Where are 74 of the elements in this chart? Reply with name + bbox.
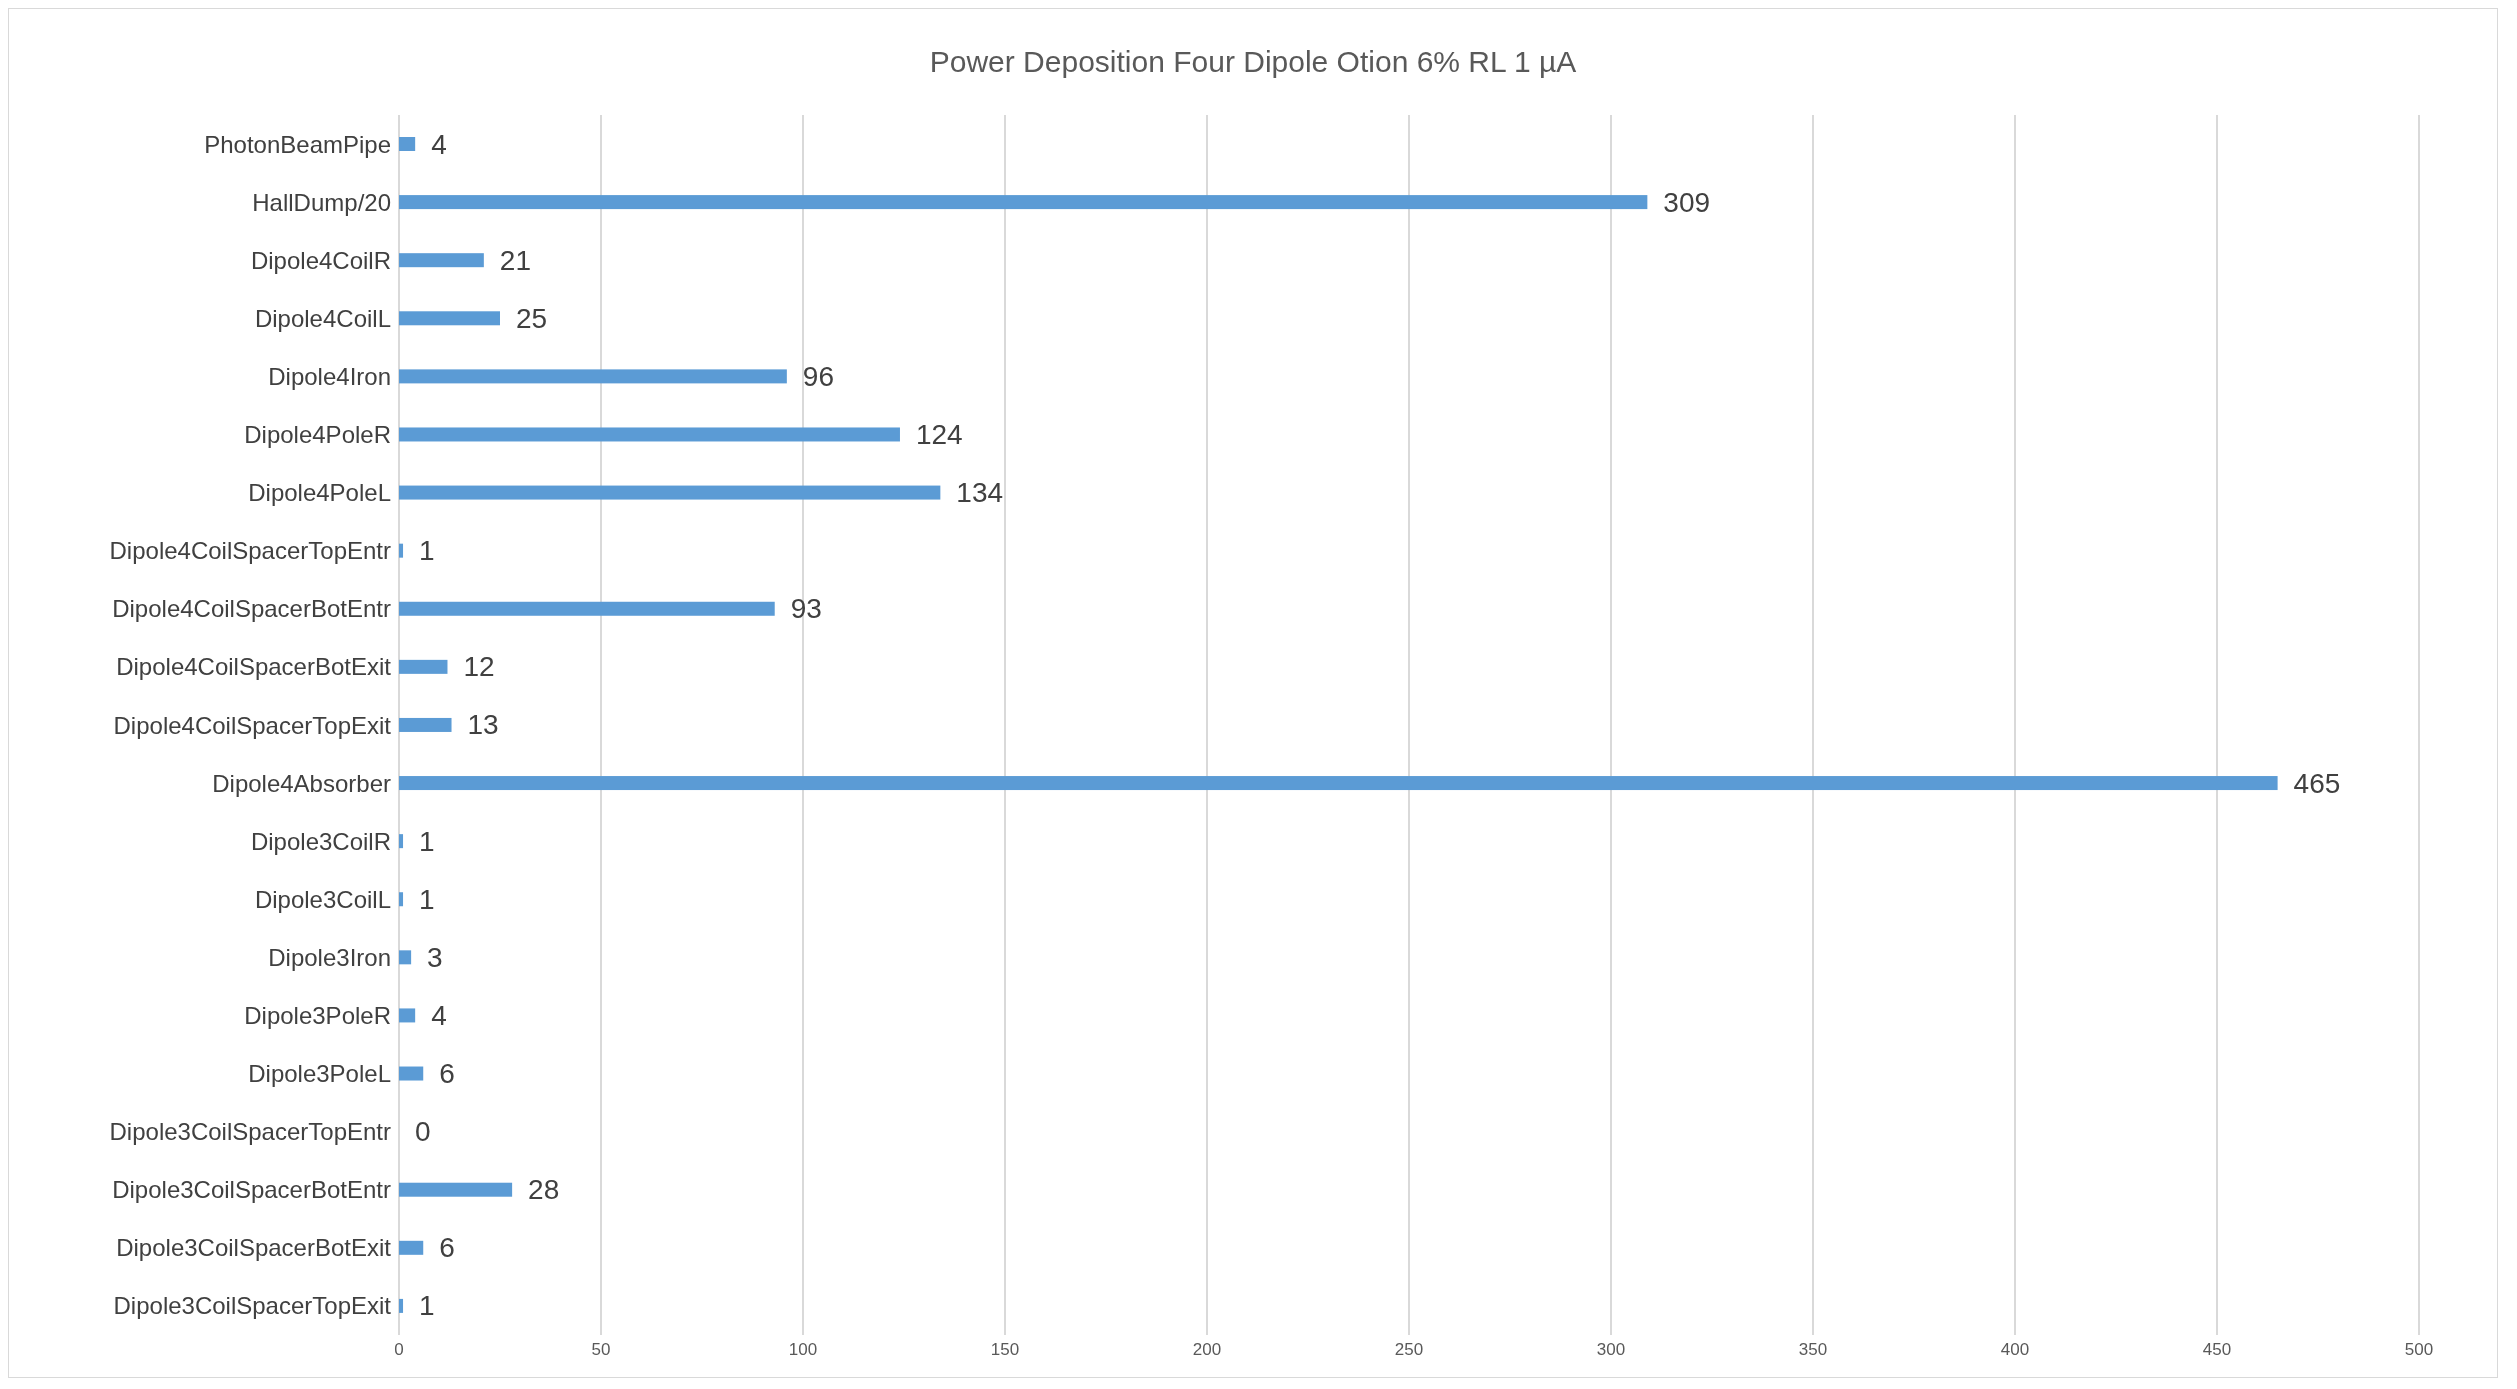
- y-tick-label: Dipole3CoilSpacerBotExit: [116, 1234, 392, 1262]
- bar: [399, 311, 500, 326]
- data-label: 13: [467, 709, 499, 741]
- y-tick-label: Dipole4CoilSpacerTopExit: [113, 711, 392, 739]
- y-tick-label: Dipole3CoilSpacerBotEntr: [112, 1176, 392, 1204]
- bar: [399, 659, 448, 674]
- data-label: 6: [439, 1232, 455, 1264]
- data-label: 3: [427, 941, 443, 973]
- data-label: 25: [516, 302, 548, 334]
- bar: [399, 137, 416, 151]
- bar: [399, 1182, 513, 1197]
- x-tick-label: 0: [394, 1340, 404, 1360]
- data-label: 1: [419, 883, 435, 915]
- x-tick-label: 500: [2404, 1340, 2434, 1360]
- x-tick-label: 350: [1798, 1340, 1828, 1360]
- bar: [399, 717, 452, 732]
- data-label: 4: [431, 999, 447, 1031]
- x-tick-label: 450: [2202, 1340, 2232, 1360]
- bar: [399, 1298, 404, 1313]
- bar: [399, 253, 484, 268]
- data-label: 465: [2293, 767, 2341, 799]
- data-label: 12: [463, 651, 495, 683]
- bar: [399, 1240, 424, 1255]
- y-tick-label: Dipole4PoleR: [244, 421, 391, 449]
- data-label: 309: [1663, 186, 1711, 218]
- data-label: 1: [419, 825, 435, 857]
- bar: [399, 601, 775, 616]
- x-tick-label: 400: [2000, 1340, 2030, 1360]
- y-tick-label: Dipole3CoilL: [254, 885, 391, 913]
- chart-title: Power Deposition Four Dipole Otion 6% RL 1 µA: [928, 44, 1578, 80]
- y-tick-label: Dipole4CoilSpacerTopEntr: [109, 537, 392, 565]
- y-tick-label: Dipole4CoilSpacerBotEntr: [112, 595, 392, 623]
- y-tick-label: Dipole3CoilR: [250, 827, 391, 855]
- data-label: 134: [956, 477, 1004, 509]
- data-label: 93: [790, 593, 822, 625]
- bar: [399, 776, 2278, 791]
- y-tick-label: Dipole4Absorber: [212, 769, 391, 797]
- data-label: 6: [439, 1058, 455, 1090]
- x-tick-label: 300: [1596, 1340, 1626, 1360]
- data-label: 0: [415, 1116, 431, 1148]
- y-tick-label: Dipole3CoilSpacerTopEntr: [109, 1118, 392, 1146]
- y-tick-label: Dipole4Iron: [268, 362, 391, 390]
- x-tick-label: 150: [990, 1340, 1020, 1360]
- y-tick-label: Dipole4CoilL: [254, 304, 391, 332]
- bar: [399, 195, 1648, 210]
- x-tick-label: 200: [1192, 1340, 1222, 1360]
- data-label: 4: [431, 128, 447, 160]
- bar: [399, 834, 404, 849]
- y-tick-label: Dipole4CoilSpacerBotExit: [116, 653, 392, 681]
- x-tick-label: 250: [1394, 1340, 1424, 1360]
- y-tick-label: Dipole4PoleL: [248, 479, 391, 507]
- y-tick-label: Dipole3CoilSpacerTopExit: [113, 1292, 392, 1320]
- x-tick-label: 100: [788, 1340, 818, 1360]
- bar: [399, 427, 900, 442]
- y-tick-label: Dipole3PoleL: [248, 1060, 391, 1088]
- data-label: 1: [419, 1290, 435, 1322]
- data-label: 28: [528, 1174, 560, 1206]
- bar: [399, 1066, 424, 1081]
- bar: [399, 543, 404, 558]
- y-tick-label: Dipole3Iron: [268, 943, 391, 971]
- data-label: 124: [915, 418, 963, 450]
- bar: [399, 369, 787, 384]
- bar: [399, 485, 941, 500]
- x-tick-label: 50: [591, 1340, 611, 1360]
- data-label: 21: [499, 244, 531, 276]
- y-tick-label: Dipole3PoleR: [244, 1002, 391, 1029]
- data-label: 96: [802, 360, 834, 392]
- bar: [399, 1008, 416, 1023]
- y-tick-label: PhotonBeamPipe: [204, 130, 391, 158]
- y-tick-label: Dipole4CoilR: [250, 246, 391, 274]
- bar: [399, 950, 412, 965]
- bar: [399, 892, 404, 907]
- y-tick-label: HallDump/20: [252, 188, 391, 216]
- data-label: 1: [419, 535, 435, 567]
